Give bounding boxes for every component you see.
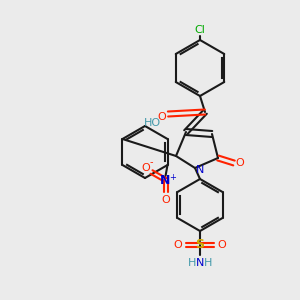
Text: N: N [196, 258, 204, 268]
Text: O: O [174, 240, 182, 250]
Text: HO: HO [143, 118, 161, 128]
Text: O: O [158, 112, 166, 122]
Text: O: O [218, 240, 226, 250]
Text: Cl: Cl [195, 25, 206, 35]
Text: O: O [161, 195, 170, 205]
Text: -: - [150, 157, 153, 167]
Text: H: H [204, 258, 212, 268]
Text: S: S [196, 238, 205, 251]
Text: N: N [160, 173, 171, 187]
Text: +: + [169, 172, 176, 182]
Text: H: H [188, 258, 196, 268]
Text: O: O [141, 163, 150, 173]
Text: O: O [236, 158, 244, 168]
Text: N: N [196, 165, 204, 175]
